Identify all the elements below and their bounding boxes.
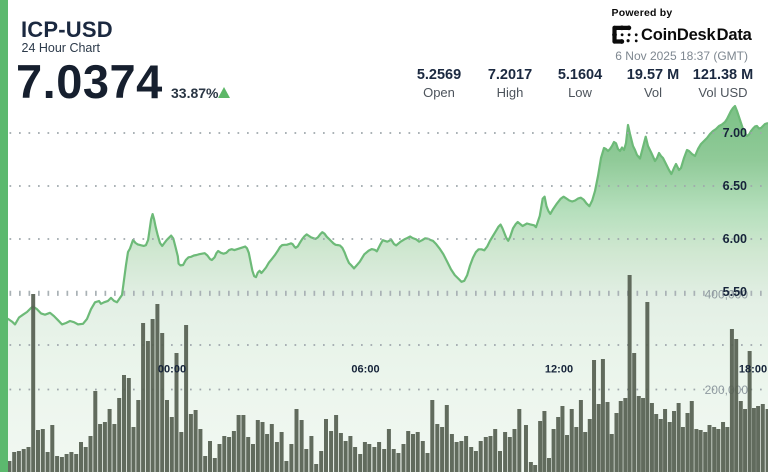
svg-text:6.00: 6.00 [723,232,747,246]
svg-text:12:00: 12:00 [545,364,573,376]
svg-text:18:00: 18:00 [739,364,767,376]
svg-text:7.00: 7.00 [723,126,747,140]
svg-text:00:00: 00:00 [158,364,186,376]
svg-text:5.50: 5.50 [723,285,747,299]
svg-text:06:00: 06:00 [351,364,379,376]
svg-text:400,000: 400,000 [705,288,749,302]
svg-text:200,000: 200,000 [705,383,749,397]
svg-text:6.50: 6.50 [723,179,747,193]
